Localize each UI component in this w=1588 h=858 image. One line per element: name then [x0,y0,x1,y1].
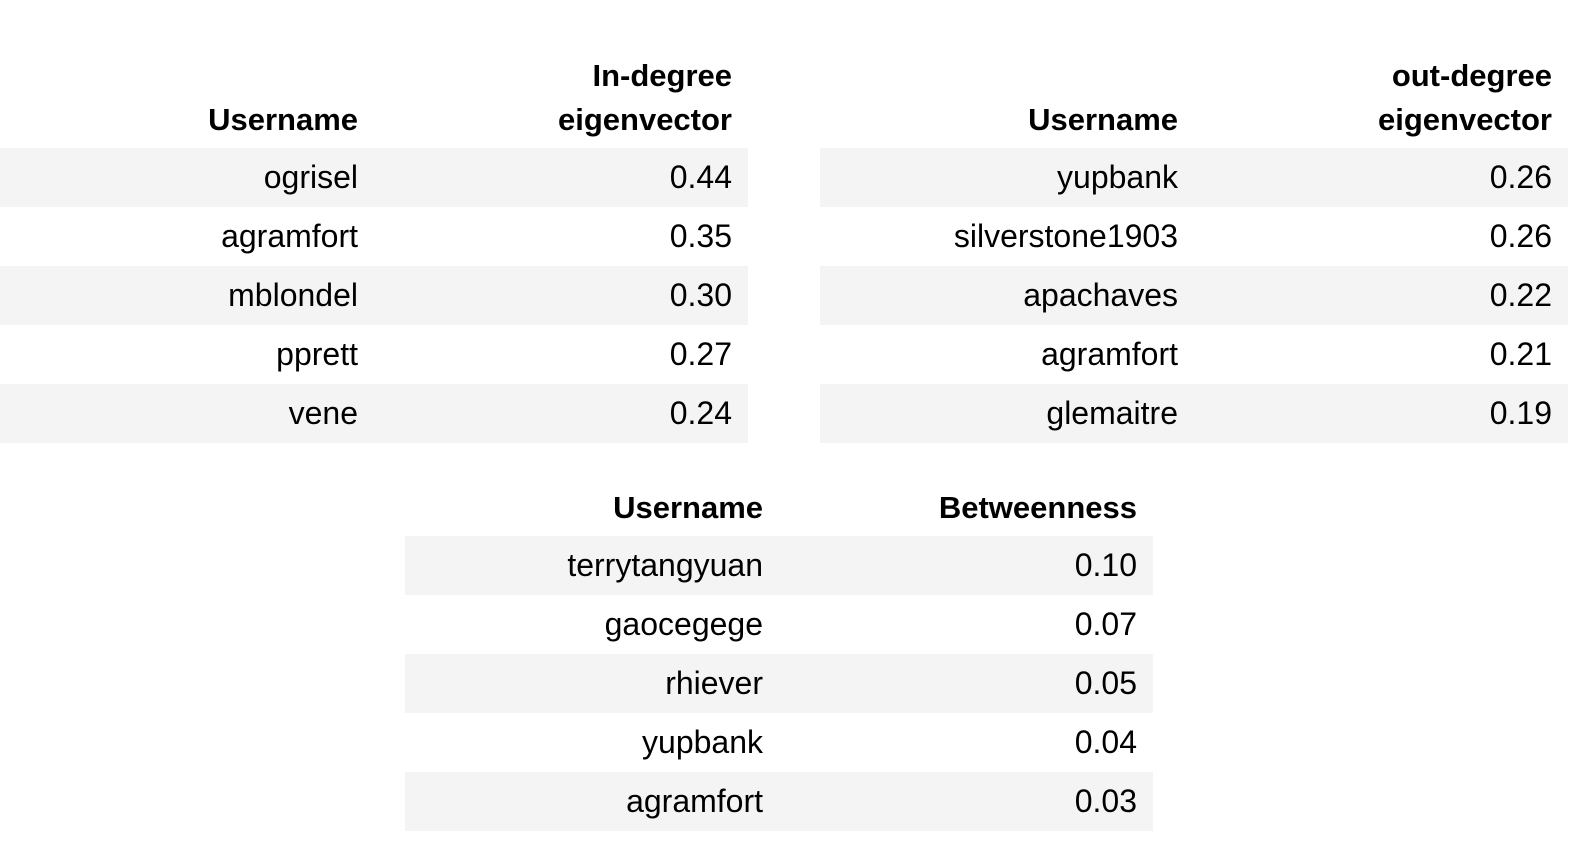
username-cell: silverstone1903 [820,207,1194,266]
in-degree-column-header: In-degree eigenvector [374,54,748,148]
betweenness-table: Username Betweenness terrytangyuan 0.10 g… [405,485,1153,831]
username-cell: gaocegege [405,595,779,654]
table-row: gaocegege 0.07 [405,595,1153,654]
username-column-header: Username [208,102,358,137]
out-degree-eigenvector-table: Username out-degree eigenvector yupbank 0.… [820,54,1568,443]
value-cell: 0.35 [374,207,748,266]
username-cell: vene [0,384,374,443]
value-cell: 0.22 [1194,266,1568,325]
value-cell: 0.30 [374,266,748,325]
table-header-row: Username In-degree eigenvector [0,54,748,148]
table-row: agramfort 0.21 [820,325,1568,384]
value-cell: 0.21 [1194,325,1568,384]
username-cell: agramfort [0,207,374,266]
username-column-header: Username [1028,102,1178,137]
username-cell: agramfort [820,325,1194,384]
username-cell: apachaves [820,266,1194,325]
table-row: rhiever 0.05 [405,654,1153,713]
value-cell: 0.10 [779,536,1153,595]
table-header-row: Username Betweenness [405,485,1153,536]
value-cell: 0.04 [779,713,1153,772]
betweenness-column-header: Betweenness [938,490,1137,525]
table-row: vene 0.24 [0,384,748,443]
table-row: ogrisel 0.44 [0,148,748,207]
username-cell: terrytangyuan [405,536,779,595]
value-cell: 0.27 [374,325,748,384]
out-degree-column-header: out-degree eigenvector [1194,54,1568,148]
username-cell: rhiever [405,654,779,713]
username-cell: mblondel [0,266,374,325]
username-cell: yupbank [820,148,1194,207]
username-cell: yupbank [405,713,779,772]
value-cell: 0.44 [374,148,748,207]
header-line-1: In-degree [592,58,732,93]
header-line-2: eigenvector [557,102,732,137]
value-cell: 0.26 [1194,207,1568,266]
username-cell: glemaitre [820,384,1194,443]
table-row: agramfort 0.35 [0,207,748,266]
table-row: yupbank 0.26 [820,148,1568,207]
username-column-header: Username [613,490,763,525]
table-row: silverstone1903 0.26 [820,207,1568,266]
table-row: terrytangyuan 0.10 [405,536,1153,595]
table-row: apachaves 0.22 [820,266,1568,325]
table-header-row: Username out-degree eigenvector [820,54,1568,148]
username-cell: agramfort [405,772,779,831]
value-cell: 0.26 [1194,148,1568,207]
table-row: glemaitre 0.19 [820,384,1568,443]
value-cell: 0.19 [1194,384,1568,443]
in-degree-eigenvector-table: Username In-degree eigenvector ogrisel 0.4… [0,54,748,443]
username-cell: pprett [0,325,374,384]
header-line-1: out-degree [1391,58,1552,93]
header-line-2: eigenvector [1377,102,1552,137]
table-row: yupbank 0.04 [405,713,1153,772]
table-row: pprett 0.27 [0,325,748,384]
value-cell: 0.24 [374,384,748,443]
table-row: mblondel 0.30 [0,266,748,325]
value-cell: 0.05 [779,654,1153,713]
value-cell: 0.03 [779,772,1153,831]
username-cell: ogrisel [0,148,374,207]
table-row: agramfort 0.03 [405,772,1153,831]
value-cell: 0.07 [779,595,1153,654]
